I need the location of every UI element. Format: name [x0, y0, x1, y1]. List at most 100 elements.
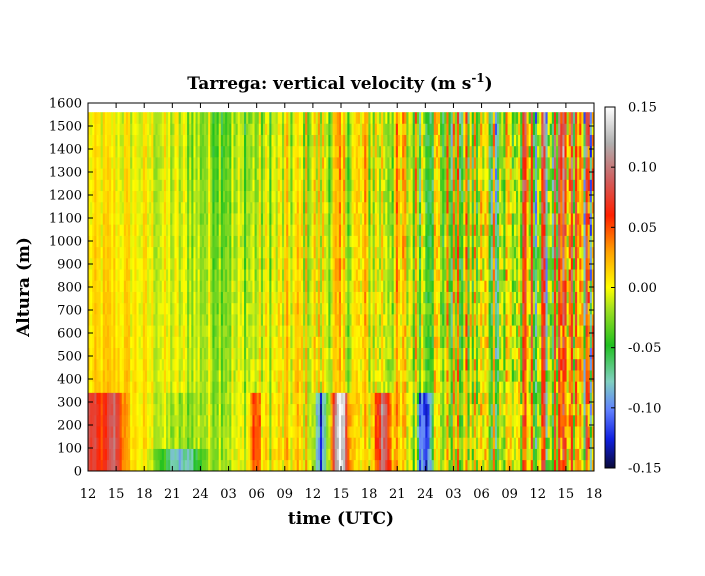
heatmap-cell [385, 426, 388, 438]
heatmap-cell [414, 358, 418, 371]
heatmap-cell [102, 291, 106, 304]
heatmap-cell [90, 201, 93, 214]
heatmap-cell [149, 134, 152, 147]
heatmap-cell [98, 269, 101, 281]
heatmap-cell [414, 257, 418, 270]
heatmap-cell [208, 336, 211, 349]
heatmap-cell [309, 426, 312, 438]
heatmap-cell [229, 358, 232, 371]
heatmap-cell [201, 246, 205, 259]
heatmap-cell [362, 291, 365, 304]
heatmap-cell [180, 257, 184, 270]
heatmap-cell [294, 134, 298, 147]
heatmap-cell [406, 269, 409, 281]
heatmap-cell [210, 403, 213, 416]
heatmap-cell [275, 213, 279, 225]
heatmap-cell [319, 291, 323, 304]
heatmap-cell [109, 325, 112, 337]
heatmap-cell [284, 224, 287, 236]
heatmap-cell [197, 347, 201, 360]
heatmap-cell [355, 224, 359, 236]
heatmap-cell [315, 358, 319, 371]
heatmap-cell [159, 370, 163, 382]
heatmap-cell [362, 358, 365, 371]
heatmap-cell [362, 437, 365, 449]
heatmap-cell [102, 269, 106, 281]
heatmap-cell [292, 280, 295, 292]
heatmap-cell [168, 190, 171, 203]
heatmap-cell [241, 336, 245, 349]
heatmap-cell [237, 224, 241, 236]
heatmap-cell [296, 269, 300, 281]
heatmap-cell [391, 358, 395, 371]
heatmap-cell [134, 168, 137, 180]
heatmap-cell [336, 112, 340, 124]
heatmap-cell [389, 403, 392, 416]
heatmap-cell [391, 325, 395, 337]
heatmap-cell [244, 448, 247, 461]
heatmap-cell [218, 358, 222, 371]
heatmap-cell [294, 448, 298, 461]
heatmap-cell [395, 246, 399, 259]
heatmap-cell [286, 145, 289, 158]
heatmap-cell [385, 112, 388, 124]
heatmap-cell [170, 426, 173, 438]
heatmap-cell [140, 414, 144, 427]
heatmap-cell [222, 190, 226, 203]
heatmap-cell [408, 235, 411, 248]
heatmap-cell [292, 426, 295, 438]
heatmap-cell [147, 426, 150, 438]
heatmap-cell [250, 437, 253, 449]
heatmap-cell [322, 448, 325, 461]
heatmap-cell [176, 325, 180, 337]
heatmap-cell [144, 370, 148, 382]
heatmap-cell [130, 145, 133, 158]
heatmap-cell [98, 381, 101, 393]
heatmap-cell [193, 291, 196, 304]
heatmap-cell [187, 235, 190, 248]
heatmap-cell [174, 336, 177, 349]
heatmap-cell [271, 224, 274, 236]
heatmap-cell [292, 134, 295, 147]
heatmap-cell [182, 302, 186, 315]
heatmap-cell [412, 392, 416, 405]
heatmap-cell [121, 426, 125, 438]
heatmap-cell [88, 145, 91, 158]
heatmap-cell [397, 302, 401, 315]
heatmap-cell [353, 358, 357, 371]
heatmap-cell [273, 459, 276, 471]
heatmap-cell [370, 269, 373, 281]
heatmap-cell [366, 235, 369, 248]
heatmap-cell [284, 168, 287, 180]
heatmap-cell [336, 325, 340, 337]
heatmap-cell [212, 213, 215, 225]
heatmap-cell [260, 314, 264, 326]
heatmap-cell [281, 302, 285, 315]
heatmap-cell [277, 235, 281, 248]
heatmap-cell [292, 269, 295, 281]
heatmap-cell [222, 201, 226, 214]
heatmap-cell [111, 201, 114, 214]
heatmap-cell [298, 179, 302, 192]
heatmap-cell [132, 145, 135, 158]
heatmap-cell [237, 246, 241, 259]
heatmap-cell [326, 145, 329, 158]
heatmap-cell [88, 370, 91, 382]
heatmap-cell [343, 403, 346, 416]
heatmap-cell [149, 347, 152, 360]
heatmap-cell [404, 448, 407, 461]
heatmap-cell [338, 168, 342, 180]
heatmap-cell [332, 336, 336, 349]
heatmap-cell [294, 224, 298, 236]
heatmap-cell [254, 381, 258, 393]
heatmap-cell [343, 213, 346, 225]
heatmap-cell [106, 123, 110, 135]
heatmap-cell [235, 302, 239, 315]
heatmap-cell [260, 392, 264, 405]
heatmap-cell [201, 224, 205, 236]
heatmap-cell [326, 246, 329, 259]
heatmap-cell [121, 370, 125, 382]
heatmap-cell [220, 336, 224, 349]
heatmap-cell [260, 145, 264, 158]
heatmap-cell [256, 370, 260, 382]
